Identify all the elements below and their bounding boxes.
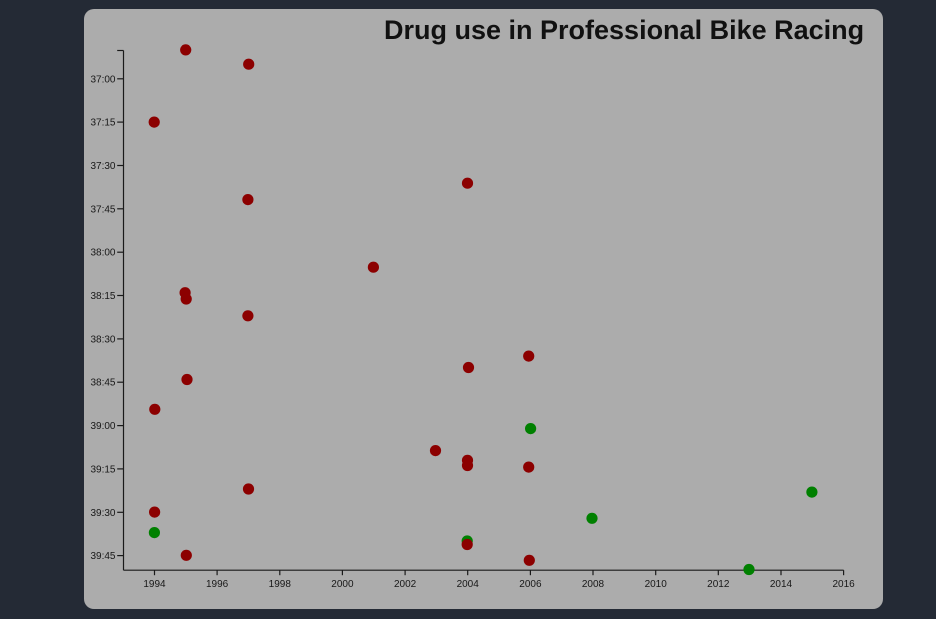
svg-text:38:30: 38:30 xyxy=(90,334,115,345)
svg-text:2006: 2006 xyxy=(519,579,542,590)
svg-text:1998: 1998 xyxy=(269,579,292,590)
svg-text:39:30: 39:30 xyxy=(90,508,115,519)
svg-text:39:15: 39:15 xyxy=(90,464,115,475)
svg-text:2008: 2008 xyxy=(582,579,605,590)
svg-text:2000: 2000 xyxy=(331,579,354,590)
svg-text:2012: 2012 xyxy=(707,579,730,590)
svg-text:1994: 1994 xyxy=(143,579,166,590)
svg-text:37:15: 37:15 xyxy=(90,118,115,129)
svg-text:37:30: 37:30 xyxy=(90,161,115,172)
svg-text:2016: 2016 xyxy=(832,579,855,590)
svg-text:39:00: 39:00 xyxy=(90,421,115,432)
svg-text:1996: 1996 xyxy=(206,579,229,590)
svg-text:39:45: 39:45 xyxy=(90,551,115,562)
svg-text:2002: 2002 xyxy=(394,579,417,590)
svg-text:2014: 2014 xyxy=(770,579,793,590)
svg-text:2004: 2004 xyxy=(457,579,480,590)
svg-text:38:45: 38:45 xyxy=(90,378,115,389)
svg-text:2010: 2010 xyxy=(645,579,668,590)
svg-text:37:00: 37:00 xyxy=(90,74,115,85)
svg-text:38:15: 38:15 xyxy=(90,291,115,302)
svg-text:37:45: 37:45 xyxy=(90,204,115,215)
svg-text:38:00: 38:00 xyxy=(90,248,115,259)
